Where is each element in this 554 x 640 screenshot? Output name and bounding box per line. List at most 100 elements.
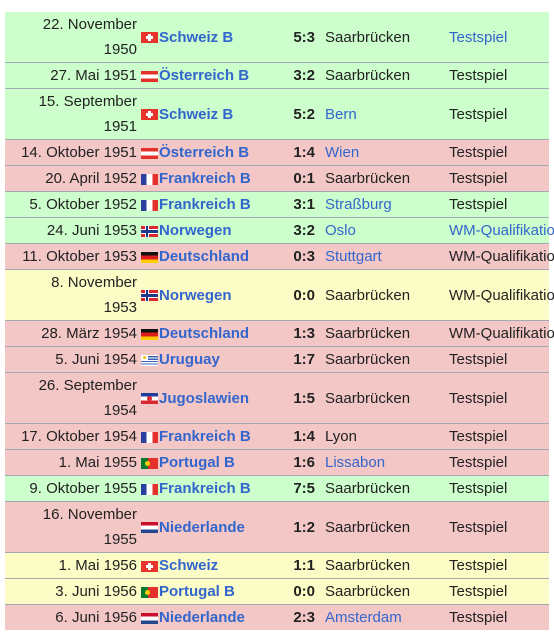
venue-link[interactable]: Amsterdam [321, 604, 439, 630]
venue-link[interactable]: Oslo [321, 217, 439, 244]
table-row: 8. November 1953 Norwegen 0:0 Saarbrücken WM-… [5, 269, 554, 321]
opponent-link[interactable]: Deutschland [159, 320, 265, 347]
match-date-year: 1955 [103, 531, 137, 548]
match-date-line: 6. Juni 1956 [55, 609, 137, 626]
table-row: 5. Oktober 1952 Frankreich B 3:1 Straßburg T… [5, 191, 549, 218]
opponent-link[interactable]: Frankreich B [159, 165, 265, 192]
opponent-link[interactable]: Deutschland [159, 243, 265, 270]
match-date-line: 1. Mai 1955 [58, 454, 137, 471]
opponent-link[interactable]: Norwegen [159, 217, 265, 244]
austria-flag-icon [140, 70, 158, 82]
venue-link[interactable]: Straßburg [321, 191, 439, 218]
flag-cell [139, 165, 159, 192]
flag-cell [139, 12, 159, 63]
opponent-link[interactable]: Frankreich B [159, 423, 265, 450]
venue-link[interactable]: Lissabon [321, 449, 439, 476]
match-type: Testspiel [439, 346, 549, 373]
match-date-line: 14. Oktober 1951 [21, 144, 137, 161]
match-score: 0:0 [265, 269, 321, 321]
match-type: WM-Qualifikation [439, 269, 554, 321]
match-score: 3:1 [265, 191, 321, 218]
venue: Saarbrücken [321, 372, 439, 424]
venue: Saarbrücken [321, 320, 439, 347]
match-score: 1:6 [265, 449, 321, 476]
match-score: 3:2 [265, 217, 321, 244]
match-date-line: 22. November [42, 16, 137, 33]
match-type-link[interactable]: Testspiel [439, 12, 549, 63]
uruguay-flag-icon [140, 354, 158, 366]
switzerland-flag-icon [140, 109, 158, 121]
match-date-line: 17. Oktober 1954 [21, 428, 137, 445]
table-row: 28. März 1954 Deutschland 1:3 Saarbrücken WM… [5, 320, 554, 347]
match-date-line: 15. September [38, 93, 137, 110]
match-date: 27. Mai 1951 [5, 62, 139, 89]
opponent-link[interactable]: Norwegen [159, 269, 265, 321]
venue: Saarbrücken [321, 475, 439, 502]
match-date-year: 1951 [103, 118, 137, 135]
match-date: 5. Oktober 1952 [5, 191, 139, 218]
match-type: Testspiel [439, 165, 549, 192]
venue-link[interactable]: Bern [321, 88, 439, 140]
opponent-link[interactable]: Portugal B [159, 578, 265, 605]
flag-cell [139, 320, 159, 347]
flag-cell [139, 269, 159, 321]
match-date-year: 1950 [103, 41, 137, 58]
match-date: 1. Mai 1956 [5, 552, 139, 579]
venue-link[interactable]: Wien [321, 139, 439, 166]
table-row: 27. Mai 1951 Österreich B 3:2 Saarbrücken Te… [5, 62, 549, 89]
table-row: 22. November 1950 Schweiz B 5:3 Saarbrücken T… [5, 12, 549, 63]
opponent-link[interactable]: Schweiz B [159, 88, 265, 140]
match-score: 7:5 [265, 475, 321, 502]
opponent-link[interactable]: Österreich B [159, 62, 265, 89]
match-date-year: 1953 [103, 299, 137, 316]
venue-link[interactable]: Stuttgart [321, 243, 439, 270]
match-score: 0:0 [265, 578, 321, 605]
match-score: 5:2 [265, 88, 321, 140]
match-date-line: 11. Oktober 1953 [22, 248, 137, 265]
table-row: 15. September 1951 Schweiz B 5:2 Bern Testspi… [5, 88, 549, 140]
france-flag-icon [140, 431, 158, 443]
opponent-link[interactable]: Frankreich B [159, 475, 265, 502]
flag-cell [139, 604, 159, 630]
match-date: 14. Oktober 1951 [5, 139, 139, 166]
table-row: 1. Mai 1956 Schweiz 1:1 Saarbrücken Testspie… [5, 552, 549, 579]
opponent-link[interactable]: Jugoslawien [159, 372, 265, 424]
flag-cell [139, 372, 159, 424]
venue: Saarbrücken [321, 501, 439, 553]
opponent-link[interactable]: Portugal B [159, 449, 265, 476]
match-score: 3:2 [265, 62, 321, 89]
opponent-link[interactable]: Österreich B [159, 139, 265, 166]
match-date-line: 5. Oktober 1952 [29, 196, 137, 213]
match-date: 17. Oktober 1954 [5, 423, 139, 450]
match-type: Testspiel [439, 423, 549, 450]
opponent-link[interactable]: Schweiz B [159, 12, 265, 63]
yugoslavia-flag-icon [140, 393, 158, 405]
opponent-link[interactable]: Uruguay [159, 346, 265, 373]
opponent-link[interactable]: Schweiz [159, 552, 265, 579]
switzerland-flag-icon [140, 32, 158, 44]
match-type: Testspiel [439, 475, 549, 502]
table-row: 9. Oktober 1955 Frankreich B 7:5 Saarbrücke… [5, 475, 549, 502]
match-date: 22. November 1950 [5, 12, 139, 63]
venue: Saarbrücken [321, 552, 439, 579]
flag-cell [139, 501, 159, 553]
opponent-link[interactable]: Frankreich B [159, 191, 265, 218]
opponent-link[interactable]: Niederlande [159, 604, 265, 630]
match-list-container: 22. November 1950 Schweiz B 5:3 Saarbrücken T… [0, 12, 554, 630]
match-date: 26. September 1954 [5, 372, 139, 424]
match-date: 20. April 1952 [5, 165, 139, 192]
flag-cell [139, 243, 159, 270]
table-row: 17. Oktober 1954 Frankreich B 1:4 Lyon Tests… [5, 423, 549, 450]
match-date: 8. November 1953 [5, 269, 139, 321]
table-row: 5. Juni 1954 Uruguay 1:7 Saarbrücken Testspi… [5, 346, 549, 373]
opponent-link[interactable]: Niederlande [159, 501, 265, 553]
match-date-line: 5. Juni 1954 [55, 351, 137, 368]
flag-cell [139, 139, 159, 166]
match-date: 5. Juni 1954 [5, 346, 139, 373]
match-type-link[interactable]: WM-Qualifikation [439, 217, 554, 244]
match-score: 1:3 [265, 320, 321, 347]
match-score: 0:3 [265, 243, 321, 270]
germany-flag-icon [140, 251, 158, 263]
france-flag-icon [140, 483, 158, 495]
match-date-year: 1954 [103, 402, 137, 419]
